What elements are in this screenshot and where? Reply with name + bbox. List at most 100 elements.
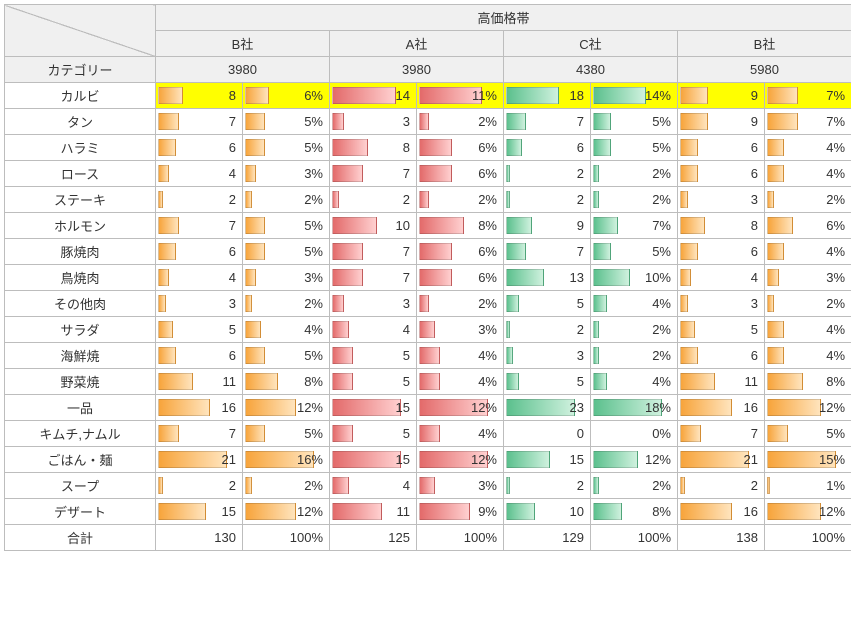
category-cell: 一品 bbox=[5, 395, 156, 421]
data-bar bbox=[506, 165, 510, 182]
price-header: 3980 bbox=[156, 57, 330, 83]
count-cell: 7 bbox=[156, 421, 243, 447]
value-label: 4 bbox=[229, 161, 236, 186]
data-bar bbox=[593, 243, 611, 260]
pct-cell: 2% bbox=[765, 291, 851, 317]
value-label: 6% bbox=[478, 265, 497, 290]
value-label: 5% bbox=[304, 239, 323, 264]
value-label: 5 bbox=[403, 343, 410, 368]
value-label: 2 bbox=[751, 473, 758, 498]
pct-cell: 12% bbox=[591, 447, 678, 473]
table-row: ステーキ22%22%22%32% bbox=[5, 187, 851, 213]
count-cell: 7 bbox=[330, 265, 417, 291]
data-bar bbox=[506, 295, 519, 312]
table-row: スープ22%43%22%21% bbox=[5, 473, 851, 499]
data-bar bbox=[245, 165, 256, 182]
pct-cell: 6% bbox=[417, 239, 504, 265]
value-label: 5% bbox=[304, 135, 323, 160]
count-cell: 5 bbox=[504, 291, 591, 317]
pct-cell: 5% bbox=[243, 135, 330, 161]
data-bar bbox=[332, 165, 363, 182]
table-row: その他肉32%32%54%32% bbox=[5, 291, 851, 317]
value-label: 10% bbox=[645, 265, 671, 290]
pct-cell: 16% bbox=[243, 447, 330, 473]
count-cell: 15 bbox=[330, 447, 417, 473]
value-label: 2 bbox=[577, 317, 584, 342]
pct-cell: 5% bbox=[243, 239, 330, 265]
pct-cell: 8% bbox=[243, 369, 330, 395]
value-label: 6 bbox=[229, 239, 236, 264]
category-cell: ロース bbox=[5, 161, 156, 187]
data-bar bbox=[332, 191, 339, 208]
data-bar bbox=[245, 373, 278, 390]
value-label: 2 bbox=[403, 187, 410, 212]
value-label: 18% bbox=[645, 395, 671, 420]
data-bar bbox=[158, 191, 163, 208]
category-cell: その他肉 bbox=[5, 291, 156, 317]
data-bar bbox=[506, 503, 535, 520]
pct-cell: 12% bbox=[765, 395, 851, 421]
pct-cell: 4% bbox=[765, 135, 851, 161]
value-label: 11% bbox=[472, 83, 497, 108]
category-cell: デザート bbox=[5, 499, 156, 525]
value-label: 15 bbox=[570, 447, 584, 472]
value-label: 4 bbox=[751, 265, 758, 290]
count-cell: 2 bbox=[504, 187, 591, 213]
value-label: 15 bbox=[222, 499, 236, 524]
count-cell: 2 bbox=[156, 187, 243, 213]
data-bar bbox=[767, 243, 784, 260]
pct-cell: 2% bbox=[417, 187, 504, 213]
data-bar bbox=[506, 87, 559, 104]
value-label: 5 bbox=[403, 421, 410, 446]
count-cell: 9 bbox=[678, 109, 765, 135]
data-bar bbox=[680, 87, 708, 104]
value-label: 4% bbox=[826, 135, 845, 160]
pct-cell: 5% bbox=[243, 109, 330, 135]
value-label: 3 bbox=[403, 291, 410, 316]
data-bar bbox=[158, 295, 166, 312]
data-bar bbox=[245, 321, 261, 338]
value-label: 2% bbox=[478, 109, 497, 134]
value-label: 7 bbox=[403, 161, 410, 186]
value-label: 3 bbox=[403, 109, 410, 134]
value-label: 14% bbox=[645, 83, 671, 108]
value-label: 2% bbox=[652, 161, 671, 186]
company-header: B社 bbox=[678, 31, 851, 57]
value-label: 12% bbox=[819, 395, 845, 420]
data-bar bbox=[593, 347, 599, 364]
count-cell: 6 bbox=[156, 135, 243, 161]
data-bar bbox=[245, 87, 269, 104]
value-label: 6 bbox=[751, 135, 758, 160]
category-cell: ごはん・麺 bbox=[5, 447, 156, 473]
total-pct: 100% bbox=[765, 525, 851, 551]
count-cell: 5 bbox=[678, 317, 765, 343]
data-bar bbox=[419, 373, 440, 390]
pct-cell: 12% bbox=[765, 499, 851, 525]
count-cell: 11 bbox=[330, 499, 417, 525]
data-bar bbox=[680, 191, 688, 208]
value-label: 2% bbox=[826, 291, 845, 316]
pct-cell: 3% bbox=[417, 317, 504, 343]
data-bar bbox=[593, 191, 599, 208]
value-label: 9 bbox=[751, 83, 758, 108]
value-label: 6% bbox=[478, 161, 497, 186]
value-label: 23 bbox=[570, 395, 584, 420]
data-bar bbox=[332, 269, 363, 286]
table-row: 豚焼肉65%76%75%64% bbox=[5, 239, 851, 265]
data-bar bbox=[332, 295, 344, 312]
count-cell: 13 bbox=[504, 265, 591, 291]
data-bar bbox=[245, 347, 265, 364]
data-bar bbox=[767, 217, 793, 234]
count-cell: 9 bbox=[678, 83, 765, 109]
count-cell: 4 bbox=[156, 265, 243, 291]
data-bar bbox=[158, 87, 183, 104]
data-bar bbox=[245, 113, 265, 130]
pct-cell: 2% bbox=[591, 343, 678, 369]
data-bar bbox=[767, 269, 779, 286]
value-label: 2% bbox=[478, 187, 497, 212]
table-row: キムチ,ナムル75%54%00%75% bbox=[5, 421, 851, 447]
count-cell: 4 bbox=[330, 317, 417, 343]
data-bar bbox=[680, 477, 685, 494]
count-cell: 4 bbox=[330, 473, 417, 499]
data-bar bbox=[419, 217, 464, 234]
